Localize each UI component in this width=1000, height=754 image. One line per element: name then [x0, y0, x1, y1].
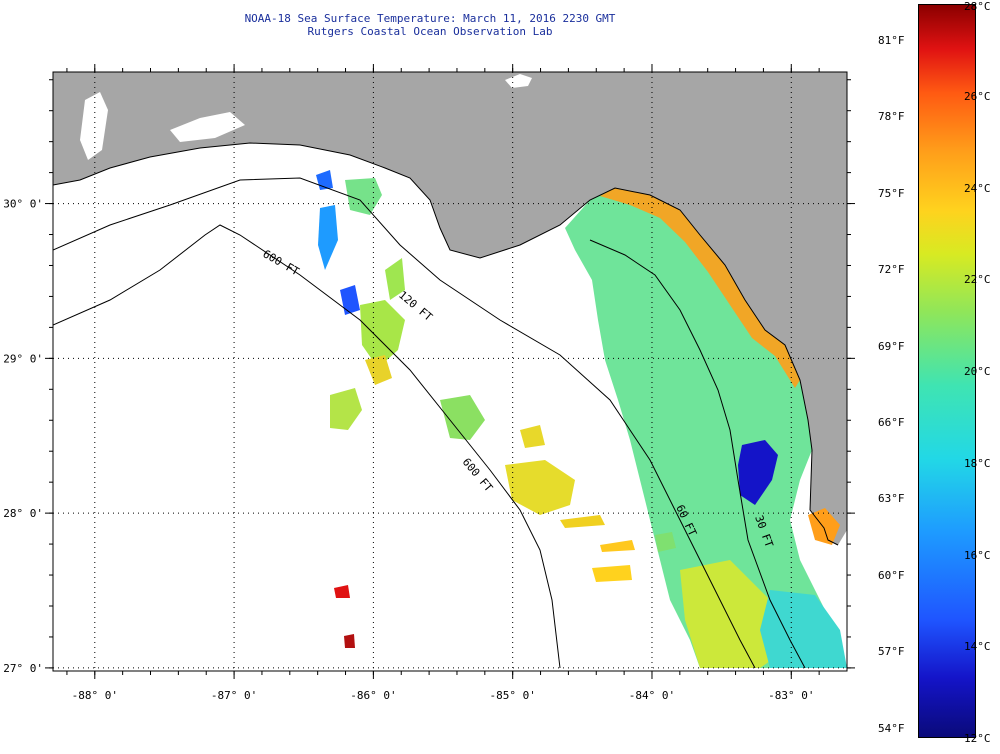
map-frame [52, 71, 848, 672]
colorbar-celsius-label: 16°C [964, 548, 991, 562]
inland-lake [505, 74, 532, 88]
colorbar-celsius-label: 18°C [964, 456, 991, 470]
isobath-120ft [53, 177, 756, 669]
lon-tick-label: -88° 0' [72, 689, 118, 702]
lat-tick-label: 27° 0' [3, 662, 43, 675]
sst-patch-hot [334, 585, 350, 598]
sst-patch [360, 300, 405, 368]
colorbar-fahrenheit-label: 60°F [878, 568, 905, 582]
isobath-600ft [53, 224, 561, 669]
colorbar-fahrenheit-label: 57°F [878, 645, 905, 659]
lat-tick-label: 30° 0' [3, 198, 43, 211]
colorbar-celsius-label: 14°C [964, 640, 991, 654]
sst-patch-blue [340, 285, 360, 315]
sst-patch-blue [318, 205, 338, 270]
land-mass [53, 72, 847, 545]
sst-patch [600, 540, 635, 552]
colorbar-fahrenheit-label: 81°F [878, 33, 905, 47]
sst-patch-cold [738, 440, 778, 505]
sst-data-layer [316, 170, 847, 668]
lon-tick-label: -87° 0' [211, 689, 257, 702]
isobath-label: 600 FT [460, 456, 496, 495]
coastline [53, 142, 839, 546]
sst-patch [365, 355, 392, 385]
sst-patch [505, 460, 575, 515]
sst-patch [385, 258, 405, 300]
sst-patch [565, 188, 847, 668]
colorbar-fahrenheit-label: 54°F [878, 721, 905, 735]
sst-patch [560, 515, 605, 528]
sst-patch-hot [344, 634, 355, 648]
sst-patch [592, 565, 632, 582]
colorbar-fahrenheit-label: 78°F [878, 110, 905, 124]
colorbar-fahrenheit-label: 63°F [878, 492, 905, 506]
colorbar-celsius-label: 12°C [964, 732, 991, 745]
isobath-60ft [589, 239, 806, 669]
inland-lake [170, 112, 245, 142]
colorbar-fahrenheit-label: 66°F [878, 415, 905, 429]
sst-patch [520, 425, 545, 448]
lon-tick-label: -86° 0' [350, 689, 396, 702]
lat-tick-label: 28° 0' [3, 507, 43, 520]
isobath-lines [53, 142, 839, 669]
inland-lake [80, 92, 108, 160]
temperature-colorbar [918, 4, 976, 738]
isobath-label: 600 FT [261, 247, 302, 278]
lat-tick-label: 29° 0' [3, 352, 43, 365]
colorbar-fahrenheit-label: 69°F [878, 339, 905, 353]
lon-tick-label: -84° 0' [629, 689, 675, 702]
colorbar-fahrenheit-label: 72°F [878, 263, 905, 277]
colorbar-fahrenheit-label: 75°F [878, 186, 905, 200]
graticule: -88° 0' -87° 0' -86° 0' -85° 0' -84° 0' -83° … [3, 64, 855, 702]
lon-tick-label: -85° 0' [490, 689, 536, 702]
colorbar-celsius-label: 24°C [964, 181, 991, 195]
map-title: NOAA-18 Sea Surface Temperature: March 1… [244, 12, 616, 25]
sst-patch [655, 532, 676, 552]
lon-tick-label: -83° 0' [768, 689, 814, 702]
sst-patch [440, 395, 485, 440]
map-subtitle: Rutgers Coastal Ocean Observation Lab [307, 25, 553, 38]
sst-patch [330, 388, 362, 430]
colorbar-celsius-label: 20°C [964, 365, 991, 378]
colorbar-celsius-label: 28°C [964, 0, 991, 13]
sst-patch [345, 178, 382, 215]
sst-patch-cyan [760, 590, 847, 668]
colorbar-celsius-label: 26°C [964, 89, 991, 103]
colorbar-celsius-label: 22°C [964, 273, 991, 287]
